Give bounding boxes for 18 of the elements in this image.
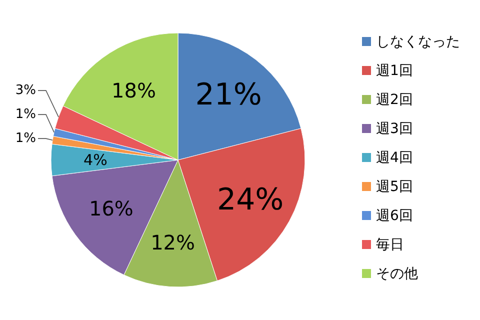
data-label: 18%	[112, 78, 156, 102]
data-label: 4%	[84, 151, 108, 169]
legend-label: 週1回	[376, 63, 413, 79]
legend-label: 毎日	[376, 237, 404, 253]
legend-label: 週5回	[376, 179, 413, 195]
legend-label: 週4回	[376, 150, 413, 166]
data-label: 3%	[15, 83, 36, 98]
legend-label: 週2回	[376, 92, 413, 108]
data-label: 21%	[195, 77, 262, 112]
legend-label: 週6回	[376, 208, 413, 224]
legend-label: しなくなった	[376, 34, 460, 50]
legend-label: その他	[376, 266, 418, 282]
data-label: 24%	[216, 182, 284, 218]
data-label: 1%	[15, 107, 36, 122]
data-label: 1%	[15, 131, 36, 146]
legend-label: 週3回	[376, 121, 413, 137]
data-label: 16%	[88, 196, 134, 221]
data-label: 12%	[150, 230, 196, 254]
